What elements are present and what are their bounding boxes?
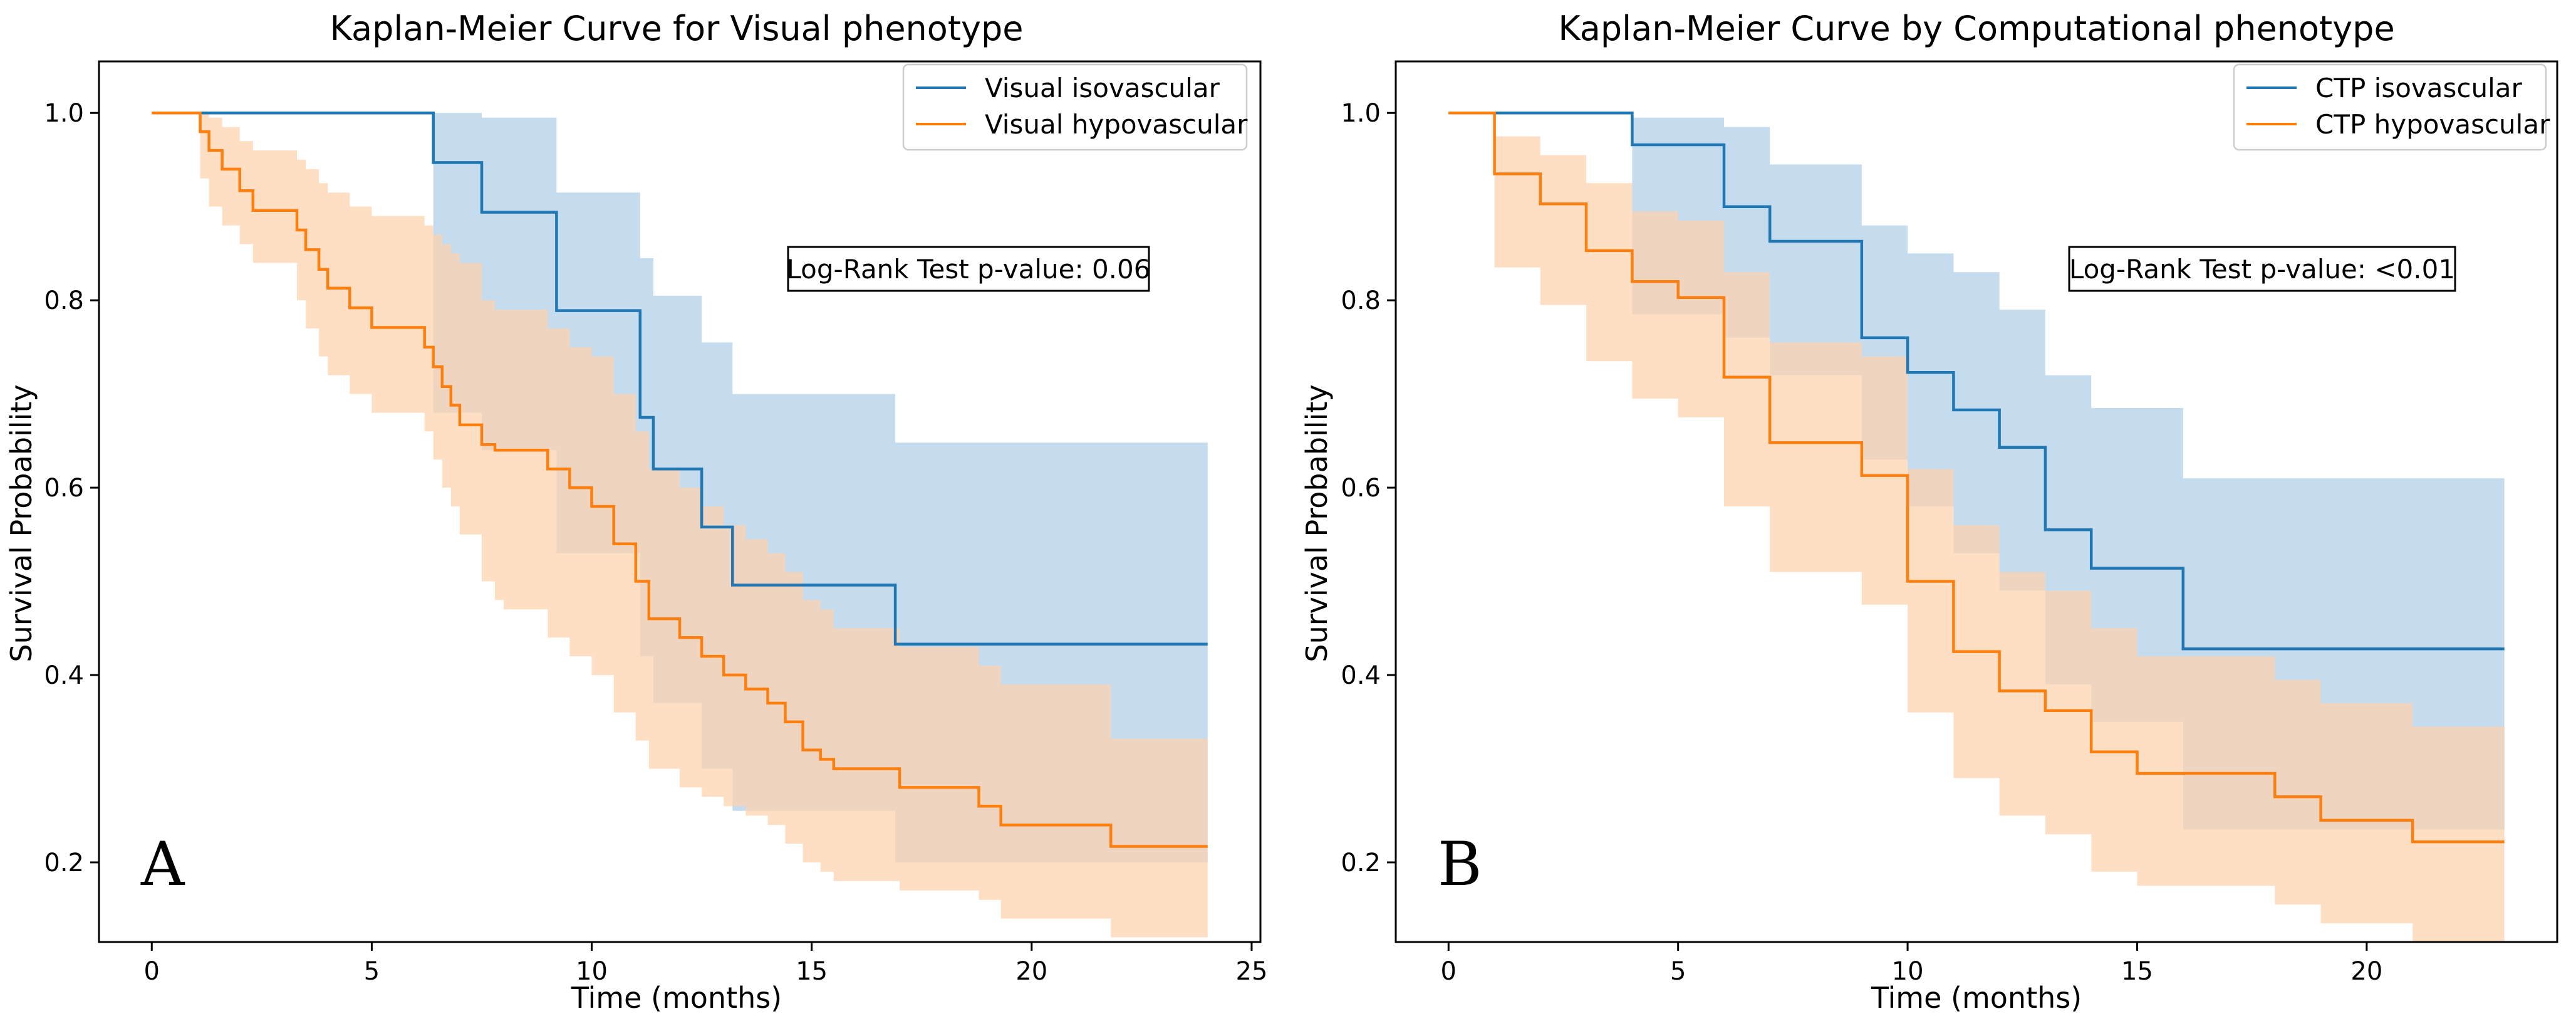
x-tick-label: 20 xyxy=(2350,957,2382,986)
log-rank-annotation: Log-Rank Test p-value: <0.01 xyxy=(2069,254,2455,285)
survival-curve-ctp-hypovascular xyxy=(1448,111,2505,844)
legend: Visual isovascular Visual hypovascular xyxy=(902,63,1248,151)
annotation-box xyxy=(787,246,1150,292)
legend-label-visual-hypovascular: Visual hypovascular xyxy=(985,109,1248,140)
survival-curve-visual-isovascular xyxy=(152,111,1208,646)
annotation-box xyxy=(2068,246,2456,292)
x-tick-label: 20 xyxy=(1015,957,1047,986)
axis-ticks: 0 5 10 15 20 25 0.2 0.4 0.6 0.8 1.0 xyxy=(44,99,1267,986)
x-tick-label: 0 xyxy=(144,957,160,986)
legend-label-visual-isovascular: Visual isovascular xyxy=(985,73,1220,103)
plot-frame xyxy=(1394,60,2558,943)
x-tick-label: 10 xyxy=(1892,957,1924,986)
y-tick-label: 0.2 xyxy=(44,849,84,877)
legend-box xyxy=(2233,63,2547,151)
chart-title: Kaplan-Meier Curve by Computational phen… xyxy=(1558,9,2394,48)
ci-band-visual-hypovascular xyxy=(152,113,1208,938)
chart-title: Kaplan-Meier Curve for Visual phenotype xyxy=(330,9,1024,48)
legend-box xyxy=(902,63,1248,151)
legend: CTP isovascular CTP hypovascular xyxy=(2233,63,2550,151)
x-tick-label: 10 xyxy=(576,957,608,986)
confidence-bands xyxy=(1448,113,2505,943)
x-tick-label: 25 xyxy=(1236,957,1268,986)
y-tick-label: 0.8 xyxy=(1341,286,1381,315)
y-tick-label: 1.0 xyxy=(44,99,84,128)
x-axis-label: Time (months) xyxy=(1871,981,2082,1015)
panel-label: B xyxy=(1438,829,1482,899)
y-tick-label: 0.8 xyxy=(44,286,84,315)
plot-frame xyxy=(98,60,1262,943)
x-tick-label: 0 xyxy=(1441,957,1457,986)
y-tick-label: 0.4 xyxy=(44,661,84,690)
survival-curve-visual-hypovascular xyxy=(152,111,1208,848)
x-tick-label: 15 xyxy=(2121,957,2153,986)
x-axis-label: Time (months) xyxy=(571,981,782,1015)
y-axis-label: Survival Probability xyxy=(4,384,38,662)
confidence-bands xyxy=(152,113,1208,938)
legend-label-ctp-hypovascular: CTP hypovascular xyxy=(2315,109,2550,140)
axis-ticks: 0 5 10 15 20 0.2 0.4 0.6 0.8 1.0 xyxy=(1341,99,2382,986)
survival-curve-ctp-isovascular xyxy=(1448,111,2505,651)
y-axis-label: Survival Probability xyxy=(1300,384,1334,662)
survival-curves xyxy=(1448,111,2505,844)
panel-b: Kaplan-Meier Curve by Computational phen… xyxy=(1300,9,2558,1015)
y-tick-label: 1.0 xyxy=(1341,99,1381,128)
survival-curves xyxy=(152,111,1208,848)
y-tick-label: 0.2 xyxy=(1341,849,1381,877)
ci-band-ctp-hypovascular xyxy=(1448,113,2505,943)
y-tick-label: 0.4 xyxy=(1341,661,1381,690)
x-tick-label: 15 xyxy=(796,957,828,986)
log-rank-annotation: Log-Rank Test p-value: 0.06 xyxy=(787,254,1151,285)
panel-a: Kaplan-Meier Curve for Visual phenotype … xyxy=(4,9,1267,1015)
y-tick-label: 0.6 xyxy=(1341,474,1381,503)
panel-label: A xyxy=(140,829,185,899)
x-tick-label: 5 xyxy=(1670,957,1686,986)
x-tick-label: 5 xyxy=(364,957,380,986)
y-tick-label: 0.6 xyxy=(44,474,84,503)
legend-label-ctp-isovascular: CTP isovascular xyxy=(2315,73,2522,103)
